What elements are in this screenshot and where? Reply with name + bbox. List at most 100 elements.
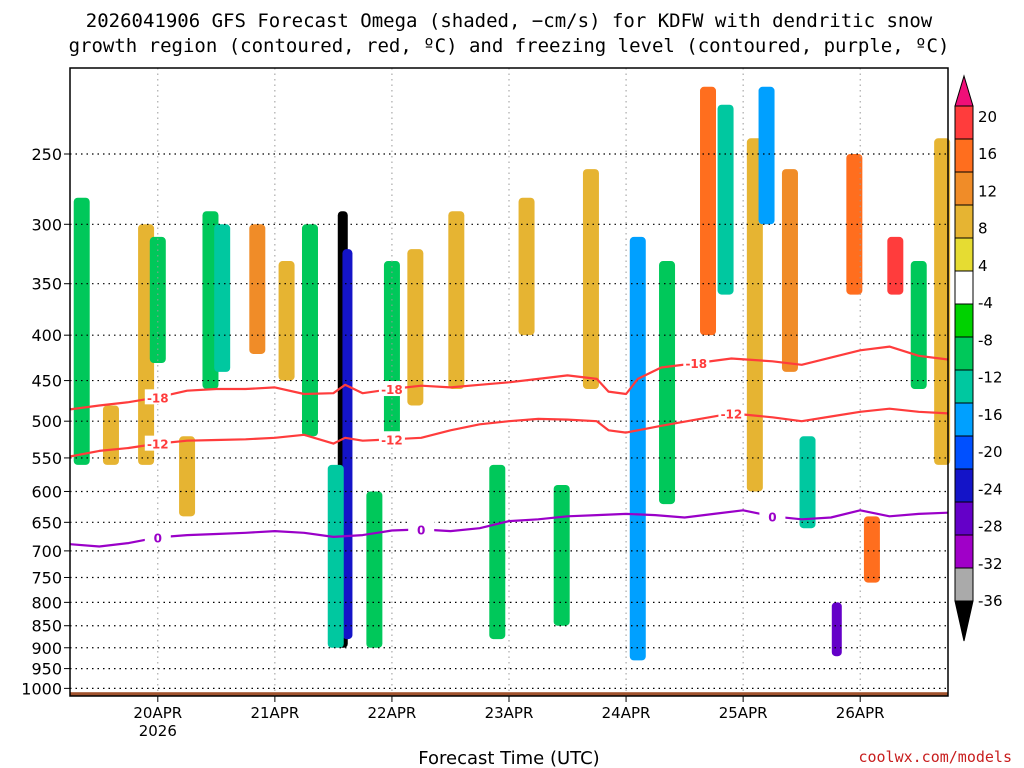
colorbar-label-11: -28 <box>978 518 1003 536</box>
omega-shade-21 <box>629 236 646 661</box>
colorbar: 20 16 12 8 4 -4 -8 -12 -16 -20 -24 -28 -32 -36 <box>954 74 1003 642</box>
colorbar-segment-3 <box>954 171 974 206</box>
ground-surface <box>70 692 948 696</box>
contour-label-bg--18 <box>683 355 710 371</box>
omega-shade-4 <box>179 436 196 517</box>
colorbar-segment-14 <box>954 534 974 569</box>
omega-shade-19 <box>553 484 570 626</box>
colorbar-top-arrow <box>954 74 974 107</box>
y-tick-label-350: 350 <box>31 275 62 294</box>
omega-shade-15 <box>407 249 424 406</box>
y-tick-label-750: 750 <box>31 568 62 587</box>
colorbar-segment-7 <box>954 303 974 338</box>
contour-label--18: -18 <box>147 391 169 405</box>
x-tick-label-21APR: 21APR <box>250 704 299 722</box>
x-axis-label: Forecast Time (UTC) <box>418 748 599 768</box>
colorbar-segment-12 <box>954 468 974 503</box>
omega-shade-18 <box>518 197 535 336</box>
colorbar-label-8: -16 <box>978 406 1003 424</box>
omega-shade-11 <box>342 249 353 640</box>
contour-label-bg--12 <box>144 435 171 451</box>
y-tick-label-900: 900 <box>31 639 62 658</box>
omega-shade-22 <box>659 261 676 505</box>
omega-shade-29 <box>831 602 842 657</box>
y-tick-label-400: 400 <box>31 326 62 345</box>
colorbar-segment-4 <box>954 204 974 239</box>
colorbar-label-6: -8 <box>978 331 993 349</box>
y-tick-label-550: 550 <box>31 449 62 468</box>
contour-label-0: 0 <box>154 531 162 545</box>
omega-shade-34 <box>934 138 951 465</box>
contour-line--12 <box>69 407 949 458</box>
omega-shade-17 <box>489 464 506 640</box>
omega-shade-8 <box>278 261 295 381</box>
chart-title-line-2: growth region (contoured, red, ºC) and f… <box>69 35 950 57</box>
colorbar-segment-1 <box>954 105 974 140</box>
y-tick-label-450: 450 <box>31 372 62 391</box>
contour-label--12: -12 <box>721 407 743 421</box>
contour-label-0: 0 <box>417 523 425 537</box>
colorbar-label-1: 16 <box>978 145 997 163</box>
omega-shade-12 <box>327 464 344 648</box>
colorbar-segment-13 <box>954 501 974 536</box>
omega-shade-7 <box>249 224 266 354</box>
x-tick-label-22APR: 22APR <box>368 704 417 722</box>
x-tick-label-26APR: 26APR <box>836 704 885 722</box>
contour-label-bg--18 <box>144 389 171 405</box>
contour-label-0: 0 <box>768 510 776 524</box>
omega-shade-30 <box>846 154 863 295</box>
contour-label--18: -18 <box>685 357 707 371</box>
omega-shade-9 <box>301 224 318 437</box>
omega-shade-33 <box>910 261 927 390</box>
x-tick-label-23APR: 23APR <box>485 704 534 722</box>
contour-line-0 <box>69 509 949 548</box>
colorbar-segment-9 <box>954 369 974 404</box>
colorbar-label-5: -4 <box>978 294 993 312</box>
y-tick-label-800: 800 <box>31 593 62 612</box>
y-tick-label-650: 650 <box>31 513 62 532</box>
colorbar-label-3: 8 <box>978 220 988 238</box>
colorbar-label-13: -36 <box>978 592 1003 610</box>
omega-shade-32 <box>887 236 904 295</box>
contour-label-bg--18 <box>378 381 405 397</box>
y-tick-label-500: 500 <box>31 412 62 431</box>
y-tick-label-600: 600 <box>31 482 62 501</box>
x-tick-sublabel: 2026 <box>139 722 177 740</box>
contour-label--12: -12 <box>381 433 403 447</box>
colorbar-label-4: 4 <box>978 257 988 275</box>
omega-shade-13 <box>366 491 383 648</box>
omega-shade-23 <box>700 86 717 336</box>
contour-label-bg--12 <box>718 405 745 421</box>
y-tick-label-950: 950 <box>31 660 62 679</box>
contour-label--18: -18 <box>381 383 403 397</box>
contour-label-bg-0 <box>759 508 786 524</box>
colorbar-segment-6 <box>954 270 974 305</box>
omega-shade-6 <box>214 224 231 372</box>
omega-shade-28 <box>799 436 816 529</box>
colorbar-label-12: -32 <box>978 555 1003 573</box>
omega-shade-31 <box>863 516 880 583</box>
y-tick-label-850: 850 <box>31 617 62 636</box>
omega-shade-24 <box>717 104 734 295</box>
colorbar-segment-10 <box>954 402 974 437</box>
omega-shade-20 <box>582 169 599 390</box>
x-tick-label-25APR: 25APR <box>719 704 768 722</box>
omega-shade-25 <box>746 138 763 492</box>
chart-title-line-1: 2026041906 GFS Forecast Omega (shaded, −… <box>86 10 933 32</box>
y-tick-label-300: 300 <box>31 215 62 234</box>
y-tick-label-1000: 1000 <box>21 679 62 698</box>
colorbar-segment-2 <box>954 138 974 173</box>
colorbar-label-0: 20 <box>978 108 997 126</box>
contour-label-bg-0 <box>408 521 435 537</box>
colorbar-label-10: -24 <box>978 480 1003 498</box>
colorbar-bottom-arrow <box>954 600 974 642</box>
plot-frame <box>69 67 949 697</box>
omega-shade-16 <box>448 211 465 390</box>
colorbar-label-2: 12 <box>978 182 997 200</box>
x-tick-label-20APR: 20APR <box>133 704 182 722</box>
contour-label-bg--12 <box>378 431 405 447</box>
y-tick-label-700: 700 <box>31 542 62 561</box>
contour-line--18 <box>69 345 949 411</box>
colorbar-segment-15 <box>954 567 974 602</box>
